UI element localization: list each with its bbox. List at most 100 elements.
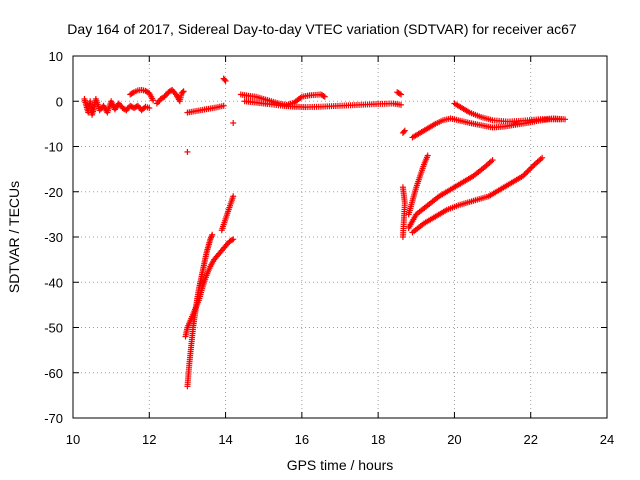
y-tick-label: -70 [44,411,63,426]
data-point-marker [202,274,209,281]
data-point-marker [229,195,236,202]
data-point-marker [527,165,534,172]
data-point-marker [179,89,186,96]
data-point-marker [210,258,217,265]
data-point-marker [228,237,235,244]
data-point-marker [419,221,426,228]
y-tick-label: 10 [49,49,63,64]
y-tick-label: -40 [44,275,63,290]
data-point-marker [420,163,427,170]
data-point-marker [457,180,464,187]
data-point-marker [434,194,441,201]
data-point-marker [149,95,156,102]
x-tick-label: 22 [523,432,537,447]
data-point-marker [206,237,213,244]
data-point-marker [227,237,234,244]
data-point-marker [205,105,212,112]
data-point-marker [297,94,304,101]
data-point-marker [187,317,194,324]
data-point-marker [408,199,415,206]
data-point-marker [457,104,464,111]
grid [73,56,607,418]
data-point-marker [316,91,323,98]
data-point-marker [483,193,490,200]
data-point-marker [184,326,191,333]
data-point-marker [510,122,517,129]
data-point-marker [415,130,422,137]
data-point-marker [203,251,210,258]
data-point-marker [507,180,514,187]
y-tick-label: -30 [44,230,63,245]
x-tick-label: 10 [66,432,80,447]
data-point-marker [487,116,494,123]
data-point-marker [129,89,136,96]
data-point-marker [430,121,437,128]
axis-ticks: 10 12 14 16 18 20 22 24 10 0 -10 -20 -30 -40 -50 -60 -70 [44,49,614,447]
data-point-marker [218,103,225,110]
x-tick-label: 16 [295,432,309,447]
x-tick-label: 12 [142,432,156,447]
data-point-marker [453,203,460,210]
data-point-marker [144,104,151,111]
data-point-marker [217,249,224,256]
data-point-marker [528,164,535,171]
data-point-marker [197,107,204,114]
data-point-marker [147,91,154,98]
data-point-marker [476,113,483,120]
data-point-marker [438,118,445,125]
data-point-marker [319,92,326,99]
data-point-marker [204,244,211,251]
data-point-marker [530,163,537,170]
y-tick-label: -10 [44,140,63,155]
data-point-marker [445,187,452,194]
x-axis-label: GPS time / hours [287,457,394,473]
data-point-marker [90,106,97,113]
y-axis-label: SDTVAR / TECUs [6,181,22,293]
data-point-marker [206,265,213,272]
data-point-marker [480,165,487,172]
data-point-marker [423,203,430,210]
data-point-marker [400,128,407,135]
data-point-marker [395,89,402,96]
plot-frame [72,55,608,419]
data-point-marker [468,198,475,205]
data-point-marker [401,127,408,134]
data-point-marker [442,207,449,214]
data-point-marker [82,101,89,108]
y-tick-label: -20 [44,185,63,200]
data-point-marker [195,299,202,306]
data-point-marker [430,214,437,221]
data-point-marker [208,233,215,240]
data-points [81,75,569,390]
data-point-marker [199,285,206,292]
data-point-marker [476,121,483,128]
data-point-marker [488,158,495,165]
data-point-marker [464,119,471,126]
data-point-marker [140,87,147,94]
data-point-marker [221,244,228,251]
data-point-marker [396,101,403,108]
data-point-marker [320,92,327,99]
data-point-marker [518,173,525,180]
y-tick-label: -60 [44,366,63,381]
data-point-marker [423,126,430,133]
data-point-marker [221,217,228,224]
data-point-marker [184,148,191,155]
data-point-marker [128,90,135,97]
y-tick-label: -50 [44,321,63,336]
data-point-marker [132,88,139,95]
x-tick-label: 24 [600,432,614,447]
data-point-marker [230,119,237,126]
data-point-marker [423,154,430,161]
data-point-marker [251,93,258,100]
data-point-marker [225,206,232,213]
data-point-marker [465,108,472,115]
data-point-marker [199,269,206,276]
data-point-marker [213,104,220,111]
x-tick-label: 20 [447,432,461,447]
data-point-marker [201,260,208,267]
data-point-marker [159,95,165,102]
data-point-marker [560,116,567,123]
x-tick-label: 14 [218,432,232,447]
